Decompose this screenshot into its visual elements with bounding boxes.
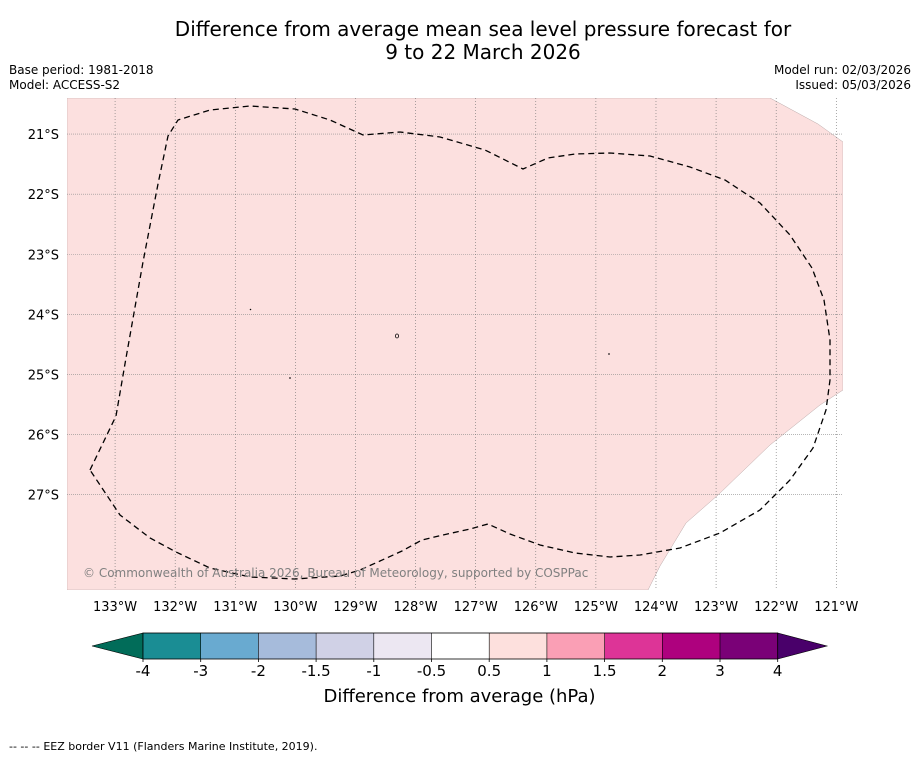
eez-legend-symbol: -- -- -- [9, 740, 40, 753]
copyright-text: © Commonwealth of Australia 2026, Bureau… [83, 566, 588, 580]
lon-tick-label: 124°W [634, 600, 678, 615]
title-line-2: 9 to 22 March 2026 [385, 40, 581, 64]
colorbar-swatch [373, 633, 432, 659]
colorbar-over-arrow [777, 632, 829, 660]
lat-tick-label: 26°S [28, 429, 59, 444]
colorbar-tick-label: 3 [715, 662, 725, 680]
longitude-labels: 133°W 132°W 131°W 130°W 129°W 128°W 127°W 126°W… [93, 600, 859, 615]
model-run-text: Model run: 02/03/2026 [773, 63, 911, 77]
island-markers [249, 308, 610, 379]
lon-tick-label: 130°W [273, 600, 317, 615]
colorbar-tick-label: 2 [658, 662, 668, 680]
info-left: Base period: 1981-2018 Model: ACCESS-S2 [9, 63, 154, 93]
colorbar-outline [142, 632, 779, 660]
colorbar-tick-label: -4 [136, 662, 151, 680]
lon-tick-label: 125°W [574, 600, 618, 615]
lat-tick-label: 25°S [28, 368, 59, 383]
lon-tick-label: 129°W [333, 600, 377, 615]
colorbar-swatch [258, 633, 317, 659]
lon-tick-label: 131°W [213, 600, 257, 615]
lat-tick-label: 22°S [28, 188, 59, 203]
lat-tick-label: 23°S [28, 248, 59, 263]
issued-text: Issued: 05/03/2026 [795, 78, 911, 92]
colorbar-swatch [720, 633, 778, 659]
colorbar-swatch [200, 633, 259, 659]
colorbar-under-arrow [91, 632, 144, 660]
eez-border [89, 105, 831, 580]
model-text: Model: ACCESS-S2 [9, 78, 121, 92]
colorbar-swatch [604, 633, 663, 659]
footer-legend: -- -- -- EEZ border V11 (Flanders Marine… [9, 740, 317, 753]
lon-tick-label: 128°W [393, 600, 437, 615]
colorbar-swatch [316, 633, 374, 659]
lat-tick-label: 21°S [28, 128, 59, 143]
lat-tick-label: 24°S [28, 308, 59, 323]
lon-tick-label: 123°W [694, 600, 738, 615]
lon-tick-label: 122°W [754, 600, 798, 615]
colorbar-tick-label: -3 [193, 662, 208, 680]
lon-tick-label: 132°W [153, 600, 197, 615]
colorbar-tick-label: -0.5 [417, 662, 446, 680]
colorbar-tick-label: 4 [773, 662, 783, 680]
map-area: © Commonwealth of Australia 2026, Bureau… [28, 98, 859, 615]
lon-tick-label: 127°W [454, 600, 498, 615]
eez-legend-text: EEZ border V11 (Flanders Marine Institut… [43, 740, 318, 753]
title-line-1: Difference from average mean sea level p… [174, 17, 792, 41]
latitude-labels: 21°S 22°S 23°S 24°S 25°S 26°S 27°S [28, 128, 59, 504]
chart-title: Difference from average mean sea level p… [0, 18, 919, 64]
colorbar-swatch [546, 633, 605, 659]
colorbar-tick-label: 1.5 [593, 662, 617, 680]
colorbar-tick-label: 1 [542, 662, 552, 680]
lat-tick-label: 27°S [28, 489, 59, 504]
graticule [67, 98, 843, 590]
lon-tick-label: 133°W [93, 600, 137, 615]
lon-tick-label: 121°W [814, 600, 858, 615]
colorbar-title: Difference from average (hPa) [323, 686, 596, 707]
colorbar-tick-label: -2 [251, 662, 266, 680]
base-period-text: Base period: 1981-2018 [9, 63, 154, 77]
colorbar: -4 -3 -2 -1.5 -1 -0.5 0.5 1 1.5 2 3 4 [91, 632, 829, 680]
colorbar-swatch [143, 633, 201, 659]
info-right: Model run: 02/03/2026 Issued: 05/03/2026 [774, 63, 911, 93]
colorbar-swatch [662, 633, 720, 659]
colorbar-tick-label: -1.5 [301, 662, 330, 680]
colorbar-swatch [489, 633, 547, 659]
colorbar-tick-label: 0.5 [477, 662, 501, 680]
lon-tick-label: 126°W [514, 600, 558, 615]
colorbar-tick-label: -1 [366, 662, 381, 680]
pressure-anomaly-region [67, 98, 843, 590]
colorbar-swatch [431, 633, 490, 659]
